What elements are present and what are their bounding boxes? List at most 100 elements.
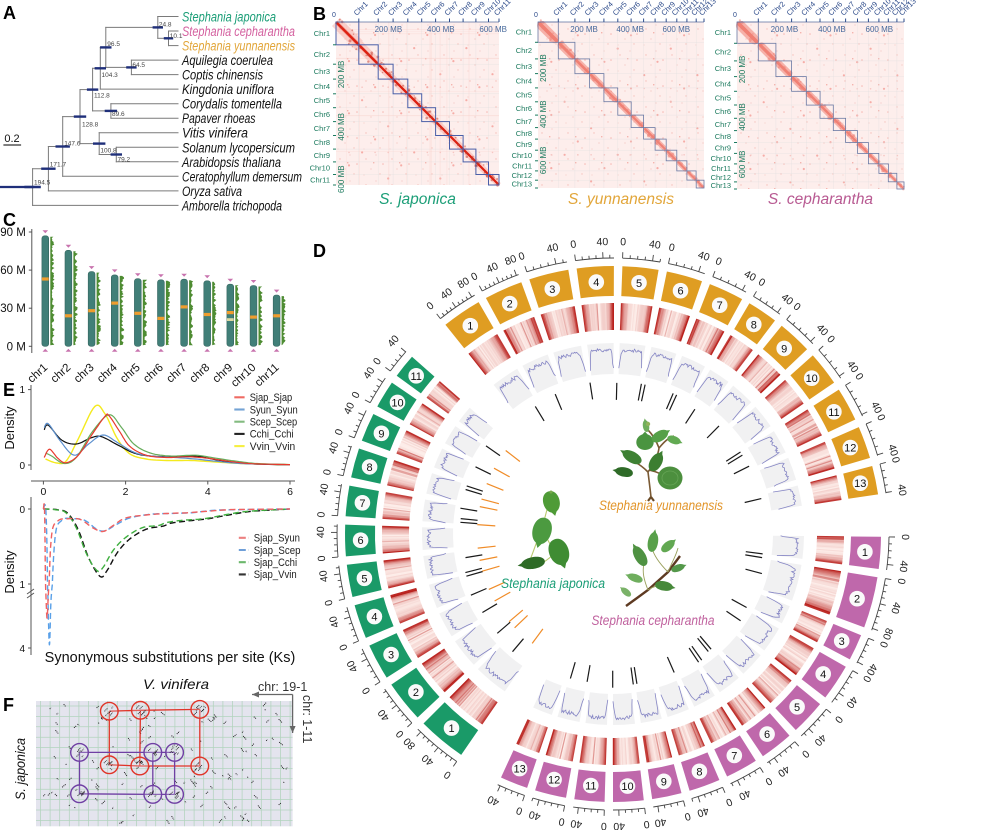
svg-text:600 MB: 600 MB	[663, 25, 691, 34]
svg-text:1: 1	[448, 723, 454, 735]
svg-text:11: 11	[828, 407, 839, 419]
svg-text:10: 10	[621, 781, 633, 793]
svg-text:Kingdonia uniflora: Kingdonia uniflora	[182, 82, 274, 97]
svg-text:3: 3	[839, 636, 845, 648]
svg-text:600 MB: 600 MB	[866, 25, 894, 34]
svg-text:400 MB: 400 MB	[427, 25, 455, 34]
svg-text:7: 7	[359, 498, 365, 510]
svg-text:0: 0	[337, 642, 350, 652]
svg-text:Chr9: Chr9	[314, 151, 330, 160]
svg-text:Sjap_Sjap: Sjap_Sjap	[250, 392, 293, 404]
svg-text:Stephania yunnanensis: Stephania yunnanensis	[182, 39, 295, 54]
svg-text:Vvin_Vvin: Vvin_Vvin	[250, 441, 296, 453]
svg-text:0 M: 0 M	[7, 341, 26, 353]
svg-text:chr: 19-1: chr: 19-1	[258, 680, 307, 694]
svg-text:0: 0	[360, 685, 373, 696]
svg-text:24.8: 24.8	[159, 22, 172, 29]
svg-text:7: 7	[731, 751, 737, 763]
svg-text:Chr7: Chr7	[516, 117, 532, 126]
svg-text:200 MB: 200 MB	[738, 56, 747, 84]
svg-text:12: 12	[844, 443, 856, 455]
svg-text:Stephania cepharantha: Stephania cepharantha	[592, 613, 715, 628]
svg-text:Chr1: Chr1	[715, 28, 731, 37]
svg-text:S. japonica: S. japonica	[379, 191, 456, 208]
svg-text:Chr3: Chr3	[715, 64, 731, 73]
svg-text:5: 5	[794, 702, 800, 714]
svg-text:0: 0	[733, 12, 737, 19]
svg-text:Chr12: Chr12	[711, 173, 731, 182]
svg-text:0: 0	[601, 820, 607, 830]
svg-text:0: 0	[315, 511, 327, 518]
svg-text:40: 40	[885, 443, 900, 458]
svg-text:1: 1	[862, 547, 868, 559]
svg-text:40: 40	[696, 249, 711, 264]
svg-text:0: 0	[877, 639, 890, 649]
svg-text:200 MB: 200 MB	[771, 25, 799, 34]
svg-text:40: 40	[318, 483, 332, 497]
svg-text:8: 8	[367, 462, 373, 474]
svg-text:2: 2	[507, 299, 513, 311]
svg-text:Chr4: Chr4	[516, 76, 532, 85]
svg-text:Chr12: Chr12	[512, 171, 532, 180]
svg-text:13: 13	[854, 478, 866, 490]
svg-text:Chr2: Chr2	[516, 46, 532, 55]
svg-text:Sjap_Cchi: Sjap_Cchi	[254, 557, 297, 569]
svg-text:40: 40	[895, 483, 909, 497]
svg-text:Chr6: Chr6	[314, 110, 330, 119]
svg-text:Chr13: Chr13	[512, 180, 532, 189]
svg-text:Chr9: Chr9	[516, 140, 532, 149]
svg-text:Sjap_Vvin: Sjap_Vvin	[254, 569, 297, 581]
svg-text:Chr8: Chr8	[314, 138, 330, 147]
svg-text:10: 10	[806, 373, 818, 385]
svg-text:4: 4	[19, 644, 25, 655]
svg-text:2: 2	[123, 486, 129, 498]
svg-text:40: 40	[648, 238, 661, 252]
svg-text:4: 4	[820, 669, 826, 681]
svg-text:0: 0	[668, 241, 676, 254]
svg-text:9: 9	[661, 776, 667, 788]
svg-text:Aquilegia coerulea: Aquilegia coerulea	[181, 53, 273, 68]
svg-text:Chr5: Chr5	[715, 94, 731, 103]
svg-text:Coptis chinensis: Coptis chinensis	[182, 68, 263, 83]
svg-text:0: 0	[349, 390, 362, 401]
svg-text:6: 6	[677, 286, 683, 298]
svg-text:40: 40	[897, 560, 910, 573]
svg-text:147.6: 147.6	[64, 140, 81, 147]
svg-text:Density: Density	[2, 550, 17, 594]
svg-text:6: 6	[358, 535, 364, 547]
svg-text:40: 40	[486, 793, 502, 809]
svg-text:0: 0	[643, 818, 650, 830]
svg-text:12: 12	[548, 775, 560, 787]
svg-text:200 MB: 200 MB	[375, 25, 403, 34]
svg-text:0: 0	[683, 810, 692, 823]
svg-text:Chr10: Chr10	[310, 164, 330, 173]
svg-text:4: 4	[593, 277, 599, 289]
svg-text:128.8: 128.8	[82, 122, 99, 129]
svg-text:F: F	[3, 695, 14, 715]
svg-text:Vitis vinifera: Vitis vinifera	[182, 126, 248, 141]
svg-text:Solanum lycopersicum: Solanum lycopersicum	[182, 140, 295, 155]
svg-text:80: 80	[455, 275, 471, 291]
svg-text:S. yunnanensis: S. yunnanensis	[568, 191, 674, 208]
svg-text:40: 40	[570, 817, 583, 830]
svg-text:1: 1	[19, 580, 25, 591]
svg-text:0: 0	[333, 427, 346, 437]
svg-text:10.1: 10.1	[170, 33, 183, 40]
svg-text:600 MB: 600 MB	[738, 151, 747, 179]
svg-text:E: E	[3, 380, 15, 400]
svg-text:8: 8	[751, 319, 757, 331]
svg-text:0: 0	[19, 461, 25, 472]
svg-text:194.5: 194.5	[34, 180, 51, 187]
svg-text:0: 0	[763, 774, 774, 787]
svg-text:40: 40	[654, 815, 668, 829]
svg-text:6: 6	[287, 486, 293, 498]
svg-text:C: C	[3, 210, 16, 230]
svg-text:40: 40	[345, 658, 361, 674]
svg-text:40: 40	[527, 808, 542, 823]
svg-text:40: 40	[546, 241, 560, 255]
svg-text:0: 0	[570, 238, 578, 251]
svg-text:0: 0	[321, 468, 334, 476]
svg-text:600 MB: 600 MB	[479, 25, 507, 34]
svg-text:0: 0	[620, 236, 626, 248]
svg-text:40: 40	[361, 365, 378, 381]
